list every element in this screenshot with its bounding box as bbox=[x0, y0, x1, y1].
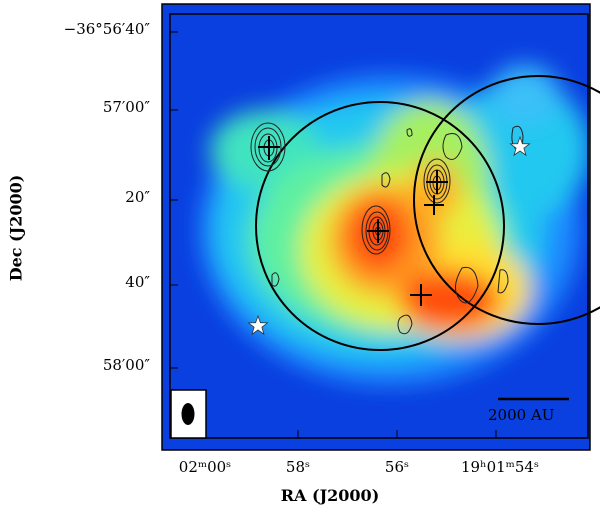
x-tick-label-2: 58ˢ bbox=[285, 458, 311, 476]
beam-inset bbox=[170, 389, 207, 439]
x-tick-label-1: 02ᵐ00ˢ bbox=[178, 458, 232, 476]
x-tick-label-3: 56ˢ bbox=[384, 458, 410, 476]
contour-small-blobs bbox=[271, 125, 524, 335]
scale-bar-label: 2000 AU bbox=[488, 406, 555, 424]
x-tick-label-4: 19ʰ01ᵐ54ˢ bbox=[460, 458, 540, 476]
y-axis-label: Dec (J2000) bbox=[6, 174, 26, 282]
y-tick-label-5: 58′00″ bbox=[102, 356, 150, 374]
field-circle-left bbox=[255, 101, 505, 351]
y-tick-label-3: 20″ bbox=[125, 188, 150, 206]
y-tick-label-1: −36°56′40″ bbox=[63, 20, 150, 38]
star-markers bbox=[247, 135, 531, 336]
field-circle-right bbox=[413, 75, 600, 325]
outer-frame bbox=[161, 3, 591, 451]
inner-frame bbox=[169, 13, 589, 439]
y-tick-label-4: 40″ bbox=[125, 273, 150, 291]
y-tick-label-2: 57′00″ bbox=[102, 98, 150, 116]
x-axis-label: RA (J2000) bbox=[280, 486, 380, 505]
cross-markers bbox=[258, 136, 448, 306]
heatmap-image bbox=[162, 4, 590, 450]
